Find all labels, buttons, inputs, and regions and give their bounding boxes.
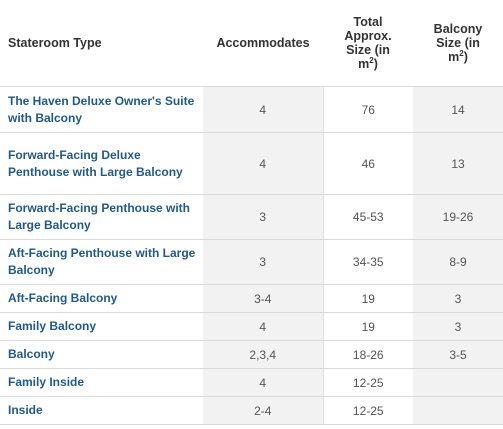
row-total-size: 19 — [322, 284, 413, 313]
row-accommodates: 4 — [203, 312, 323, 341]
header-balcony-sup: 2 — [459, 48, 464, 58]
row-balcony-size: 13 — [413, 132, 503, 195]
row-total-size: 12-25 — [322, 396, 413, 425]
row-accommodates: 2-4 — [203, 396, 323, 425]
header-total-sup: 2 — [369, 55, 374, 65]
row-name: Forward-Facing Deluxe Penthouse with Lar… — [0, 132, 203, 195]
row-total-size: 34-35 — [322, 239, 413, 285]
header-balcony-line-3: m2) — [419, 48, 497, 64]
table-row: Forward-Facing Deluxe Penthouse with Lar… — [0, 132, 503, 195]
row-balcony-size: 3-5 — [413, 340, 503, 369]
row-accommodates: 3-4 — [203, 284, 323, 313]
table-row: Inside 2-4 12-25 — [0, 396, 503, 425]
header-accommodates: Accommodates — [203, 0, 323, 87]
table-row: The Haven Deluxe Owner's Suite with Balc… — [0, 86, 503, 133]
row-balcony-size: 19-26 — [413, 194, 503, 240]
row-balcony-size: 3 — [413, 284, 503, 313]
row-balcony-size — [413, 396, 503, 425]
row-total-size: 45-53 — [322, 194, 413, 240]
row-total-size: 12-25 — [322, 368, 413, 397]
row-accommodates: 4 — [203, 368, 323, 397]
row-name: Aft-Facing Penthouse with Large Balcony — [0, 239, 203, 285]
row-balcony-size: 14 — [413, 86, 503, 133]
row-total-size: 46 — [322, 132, 413, 195]
row-accommodates: 4 — [203, 132, 323, 195]
table-row: Family Balcony 4 19 3 — [0, 312, 503, 341]
row-name: The Haven Deluxe Owner's Suite with Balc… — [0, 86, 203, 133]
table-row: Family Inside 4 12-25 — [0, 368, 503, 397]
header-total-line-1: Total — [353, 15, 383, 29]
row-accommodates: 3 — [203, 239, 323, 285]
row-accommodates: 4 — [203, 86, 323, 133]
header-balcony-close: ) — [463, 50, 468, 64]
row-balcony-size: 8-9 — [413, 239, 503, 285]
header-stateroom-type: Stateroom Type — [0, 0, 203, 87]
row-accommodates: 2,3,4 — [203, 340, 323, 369]
row-name: Balcony — [0, 340, 203, 369]
header-balcony-line-1: Balcony — [433, 22, 483, 36]
row-accommodates: 3 — [203, 194, 323, 240]
table-row: Balcony 2,3,4 18-26 3-5 — [0, 340, 503, 369]
row-balcony-size — [413, 368, 503, 397]
row-total-size: 18-26 — [322, 340, 413, 369]
header-total-line-4: m2) — [329, 55, 407, 71]
row-name: Family Balcony — [0, 312, 203, 341]
header-total-close: ) — [373, 57, 378, 71]
header-total-unit: m — [358, 57, 370, 71]
header-total-size: Total Approx. Size (in m2) — [323, 0, 413, 87]
row-name: Forward-Facing Penthouse with Large Balc… — [0, 194, 203, 240]
row-total-size: 19 — [322, 312, 413, 341]
row-name: Aft-Facing Balcony — [0, 284, 203, 313]
row-name: Inside — [0, 396, 203, 425]
header-balcony-line-2: Size (in — [436, 36, 480, 50]
header-total-line-3: Size (in — [346, 43, 390, 57]
header-balcony-size: Balcony Size (in m2) — [413, 0, 503, 87]
row-balcony-size: 3 — [413, 312, 503, 341]
row-total-size: 76 — [322, 86, 413, 133]
row-name: Family Inside — [0, 368, 203, 397]
table-row: Aft-Facing Penthouse with Large Balcony … — [0, 239, 503, 285]
header-row: Stateroom Type Accommodates Total Approx… — [0, 0, 503, 87]
header-balcony-unit: m — [448, 50, 460, 64]
table-row: Aft-Facing Balcony 3-4 19 3 — [0, 284, 503, 313]
header-total-line-2: Approx. — [344, 29, 392, 43]
table-row: Forward-Facing Penthouse with Large Balc… — [0, 194, 503, 240]
